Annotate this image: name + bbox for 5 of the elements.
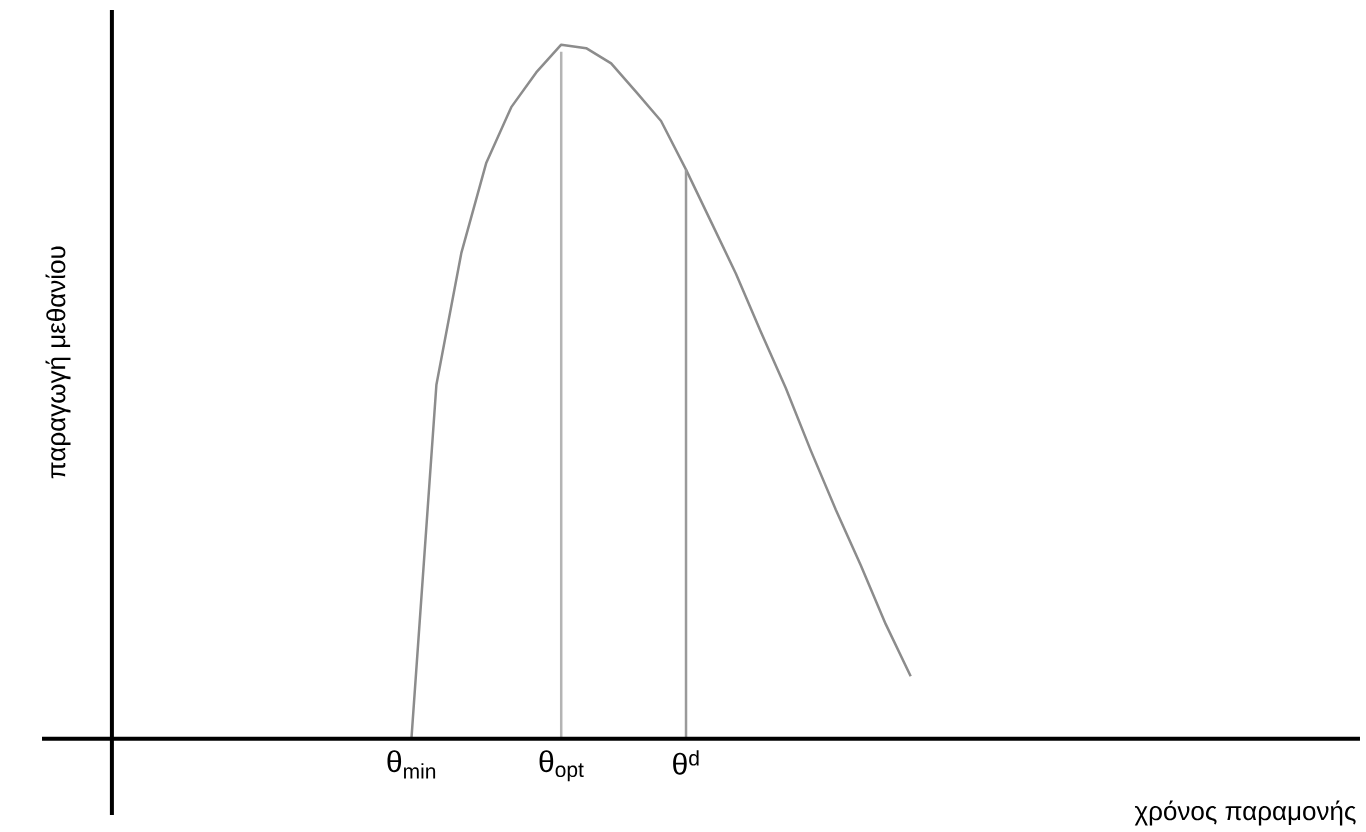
x-axis-title: χρόνος παραμονής: [1134, 800, 1356, 826]
x-tick-label: θ$^{d}$: [673, 750, 699, 775]
x-tick-label: θ$_{opt}$: [539, 750, 584, 782]
y-axis-title: παραγωγή μεθανίου: [45, 246, 71, 479]
x-tick-label: θ$_{min}$: [387, 750, 436, 779]
